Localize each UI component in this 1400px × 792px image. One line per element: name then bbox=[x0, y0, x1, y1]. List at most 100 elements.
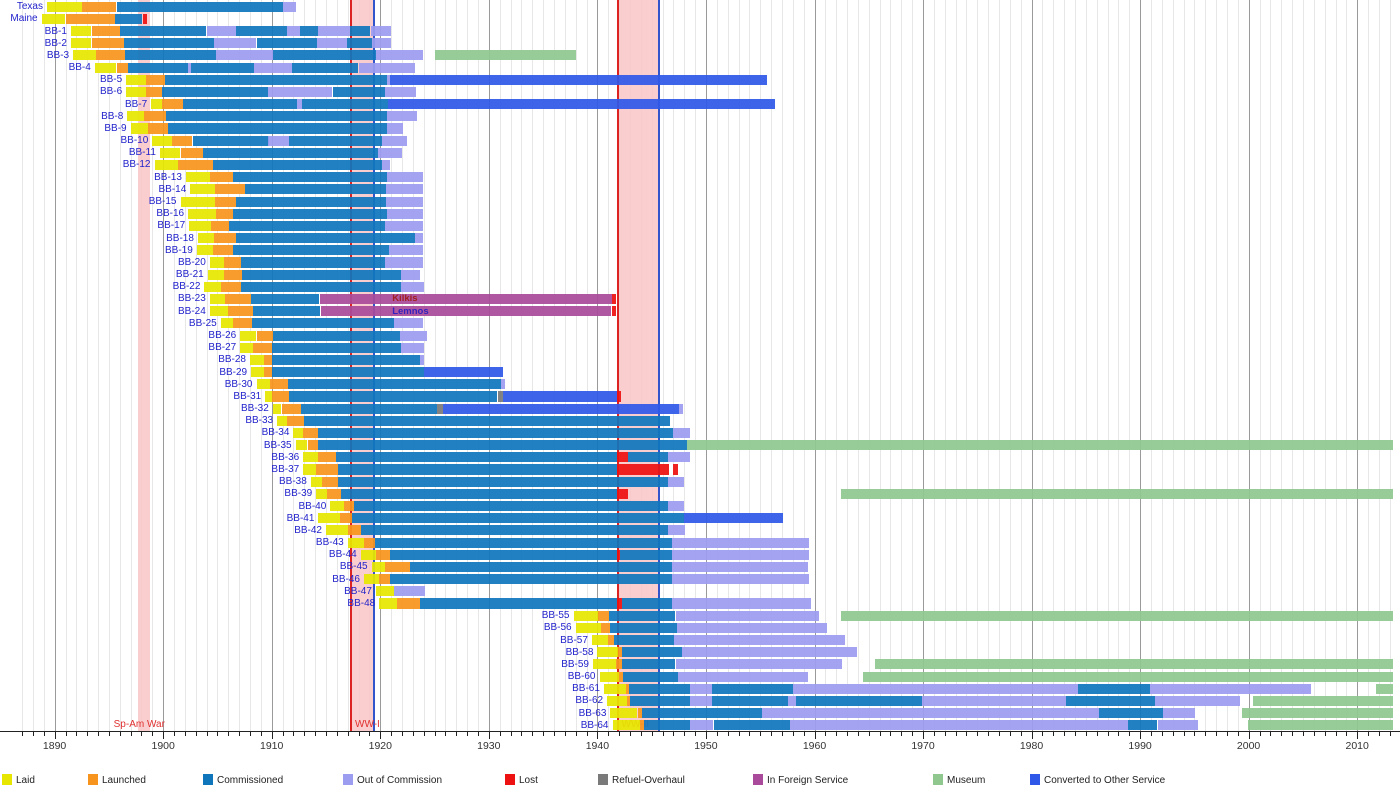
segment-laid bbox=[70, 38, 92, 49]
segment-commissioned bbox=[1128, 720, 1158, 731]
year-gridline-1978 bbox=[1009, 0, 1011, 731]
segment-laid bbox=[94, 62, 117, 73]
segment-lost bbox=[673, 464, 678, 475]
segment-laid bbox=[347, 537, 364, 548]
ship-label-BB-4: BB-4 bbox=[68, 62, 91, 73]
ship-label-BB-20: BB-20 bbox=[178, 256, 206, 268]
minor-tick-1921 bbox=[391, 732, 393, 736]
minor-tick-1993 bbox=[1172, 732, 1174, 736]
segment-lost bbox=[616, 464, 669, 475]
minor-tick-1969 bbox=[912, 732, 914, 736]
minor-tick-2011 bbox=[1368, 732, 1370, 736]
minor-tick-1894 bbox=[98, 732, 99, 736]
segment-commissioned bbox=[253, 306, 321, 317]
ship-label-BB-36: BB-36 bbox=[271, 451, 300, 463]
segment-laid bbox=[316, 488, 328, 499]
year-gridline-1959 bbox=[803, 0, 805, 731]
segment-commissioned bbox=[1078, 683, 1150, 694]
segment-laid bbox=[318, 513, 341, 524]
year-gridline-1923 bbox=[412, 0, 414, 731]
segment-launched bbox=[215, 184, 245, 195]
minor-tick-1974 bbox=[966, 732, 968, 736]
year-gridline-1955 bbox=[760, 0, 762, 731]
year-gridline-1995 bbox=[1194, 0, 1196, 731]
minor-tick-1995 bbox=[1194, 732, 1196, 736]
minor-tick-1961 bbox=[825, 732, 827, 736]
year-gridline-2001 bbox=[1259, 0, 1261, 731]
year-gridline-1958 bbox=[792, 0, 794, 731]
year-gridline-1914 bbox=[315, 0, 317, 731]
axis-label-2010: 2010 bbox=[1345, 740, 1369, 752]
legend-swatch-overhaul bbox=[598, 774, 608, 785]
segment-laid bbox=[610, 708, 638, 719]
year-gridline-2003 bbox=[1281, 0, 1283, 731]
year-gridline-2006 bbox=[1313, 0, 1315, 731]
segment-oc bbox=[415, 233, 423, 244]
legend-swatch-foreign bbox=[753, 774, 763, 785]
segment-commissioned bbox=[346, 38, 372, 49]
segment-laid bbox=[204, 281, 221, 292]
segment-launched bbox=[253, 342, 272, 353]
segment-laid bbox=[73, 50, 96, 61]
minor-tick-1982 bbox=[1053, 732, 1055, 736]
segment-laid bbox=[607, 695, 627, 707]
decade-gridline-1950 bbox=[705, 0, 707, 731]
year-gridline-1899 bbox=[152, 0, 154, 731]
legend-label-launched: Launched bbox=[102, 775, 146, 786]
segment-converted bbox=[390, 74, 767, 85]
segment-laid bbox=[240, 330, 257, 341]
year-gridline-1954 bbox=[749, 0, 751, 731]
segment-oc bbox=[678, 403, 684, 414]
year-gridline-1987 bbox=[1107, 0, 1109, 731]
legend-label-museum: Museum bbox=[947, 775, 986, 786]
axis-label-1920: 1920 bbox=[368, 740, 392, 752]
minor-tick-1904 bbox=[206, 732, 208, 736]
segment-launched bbox=[143, 111, 167, 122]
ww1-label: WW-I bbox=[355, 719, 380, 730]
segment-launched bbox=[303, 427, 319, 439]
segment-laid bbox=[41, 13, 66, 24]
segment-commissioned bbox=[272, 330, 400, 341]
segment-commissioned bbox=[288, 379, 501, 390]
segment-commissioned bbox=[622, 598, 673, 609]
segment-commissioned bbox=[229, 220, 385, 231]
segment-commissioned bbox=[1098, 708, 1163, 719]
segment-lost bbox=[616, 488, 628, 499]
ship-label-BB-22: BB-22 bbox=[172, 281, 201, 293]
minor-tick-1922 bbox=[402, 732, 403, 736]
segment-commissioned bbox=[409, 561, 673, 573]
time-axis: 1890 1900 1910 1920 1930 1940 1950 1960 1970 1980… bbox=[0, 731, 1400, 761]
segment-launched bbox=[216, 208, 233, 219]
year-gridline-1979 bbox=[1020, 0, 1022, 731]
ship-label-BB-59: BB-59 bbox=[561, 658, 589, 670]
segment-laid bbox=[277, 415, 287, 426]
ship-label-BB-12: BB-12 bbox=[122, 159, 151, 171]
year-gridline-1906 bbox=[228, 0, 230, 731]
year-gridline-1969 bbox=[912, 0, 914, 731]
ship-label-BB-61: BB-61 bbox=[572, 683, 600, 695]
segment-oc bbox=[385, 184, 423, 195]
minor-tick-2009 bbox=[1346, 732, 1348, 736]
year-gridline-1926 bbox=[445, 0, 447, 731]
minor-tick-1939 bbox=[586, 732, 588, 736]
segment-laid bbox=[293, 427, 304, 439]
year-gridline-1968 bbox=[901, 0, 903, 731]
segment-commissioned bbox=[337, 464, 617, 475]
ship-label-BB-6: BB-6 bbox=[99, 86, 123, 98]
segment-launched bbox=[615, 659, 623, 670]
segment-commissioned bbox=[712, 683, 793, 694]
segment-commissioned bbox=[165, 74, 387, 85]
segment-lost bbox=[611, 306, 616, 317]
segment-launched bbox=[396, 598, 421, 609]
year-gridline-1963 bbox=[847, 0, 848, 731]
year-gridline-1901 bbox=[174, 0, 175, 731]
year-gridline-1974 bbox=[966, 0, 968, 731]
segment-laid bbox=[310, 476, 322, 487]
segment-oc bbox=[1157, 720, 1198, 731]
segment-oc bbox=[689, 720, 714, 731]
minor-tick-1889 bbox=[43, 732, 45, 736]
segment-launched bbox=[223, 257, 242, 268]
segment-commissioned bbox=[390, 574, 673, 585]
segment-oc bbox=[386, 123, 404, 134]
minor-tick-1888 bbox=[32, 732, 34, 736]
